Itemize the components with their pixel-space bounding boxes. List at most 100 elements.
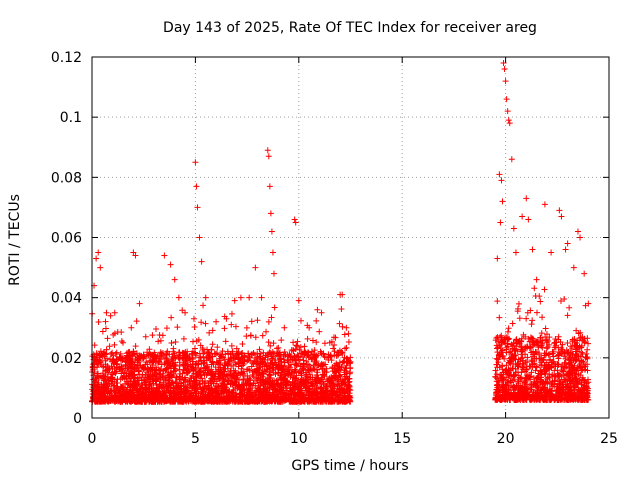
roti-point: [170, 365, 177, 372]
roti-point: [110, 352, 117, 359]
roti-point: [239, 340, 246, 347]
roti-point: [195, 393, 202, 400]
roti-point: [558, 298, 564, 305]
roti-point: [168, 314, 175, 321]
roti-point: [103, 385, 110, 392]
roti-point: [174, 382, 181, 389]
roti-point: [253, 368, 260, 375]
roti-point: [318, 374, 325, 381]
y-tick-label: 0.08: [51, 170, 82, 186]
roti-spike-point: [161, 252, 168, 259]
roti-point: [118, 398, 125, 405]
roti-point: [95, 318, 102, 325]
roti-point: [201, 371, 208, 378]
roti-point: [228, 321, 235, 328]
roti-point: [156, 356, 163, 363]
roti-point: [263, 328, 270, 335]
roti-point: [539, 314, 546, 321]
roti-point: [567, 350, 574, 357]
roti-point: [335, 351, 342, 358]
roti-point: [270, 340, 277, 347]
roti-point: [197, 342, 204, 349]
roti-point: [528, 321, 535, 328]
roti-point: [174, 390, 181, 397]
roti-point: [125, 394, 132, 401]
roti-point: [158, 361, 165, 368]
roti-point: [346, 359, 353, 366]
roti-point: [584, 346, 591, 353]
roti-point: [537, 386, 544, 393]
roti-point: [200, 302, 207, 309]
roti-point: [493, 395, 500, 402]
roti-point: [220, 387, 227, 394]
roti-point: [124, 391, 131, 398]
roti-point: [224, 377, 231, 384]
roti-point: [579, 374, 586, 381]
roti-point: [94, 354, 101, 361]
roti-point: [497, 333, 504, 340]
roti-point: [131, 378, 138, 385]
roti-point: [233, 376, 240, 383]
roti-point: [509, 342, 516, 349]
roti-point: [243, 395, 250, 402]
roti-point: [494, 356, 501, 363]
roti-point: [146, 381, 153, 388]
roti-point: [347, 364, 354, 371]
roti-point: [117, 376, 124, 383]
roti-point: [159, 370, 166, 377]
roti-point: [558, 363, 565, 370]
roti-spike-point: [291, 216, 298, 223]
roti-point: [528, 369, 535, 376]
roti-point: [250, 396, 257, 403]
roti-point: [339, 323, 346, 330]
roti-point: [274, 376, 281, 383]
roti-spike-point: [266, 183, 273, 190]
roti-point: [556, 384, 563, 391]
roti-point: [516, 315, 523, 322]
roti-spike-point: [265, 153, 272, 160]
roti-point: [89, 363, 96, 370]
y-tick-label: 0.12: [51, 50, 82, 66]
roti-point: [167, 384, 174, 391]
roti-point: [143, 388, 150, 395]
roti-point: [232, 395, 239, 402]
roti-spike-point: [326, 339, 333, 346]
roti-point: [345, 383, 352, 390]
roti-spike-point: [142, 333, 149, 340]
roti-point: [347, 387, 354, 394]
roti-spike-point: [193, 183, 200, 190]
roti-point: [269, 364, 276, 371]
roti-spike-point: [194, 204, 201, 211]
roti-spike-point: [496, 171, 503, 178]
roti-point: [131, 364, 138, 371]
roti-point: [191, 398, 198, 405]
roti-point: [233, 345, 240, 352]
roti-point: [518, 369, 525, 376]
roti-point: [192, 385, 199, 392]
roti-point: [543, 339, 550, 346]
roti-point: [281, 348, 288, 355]
roti-point: [116, 366, 123, 373]
roti-spike-point: [558, 213, 565, 220]
roti-point: [323, 369, 330, 376]
roti-point: [277, 381, 284, 388]
roti-point: [139, 364, 146, 371]
roti-point: [506, 335, 513, 342]
roti-point: [243, 324, 250, 331]
roti-point: [551, 372, 558, 379]
x-tick-label: 0: [88, 431, 97, 447]
roti-point: [577, 396, 584, 403]
roti-point: [331, 348, 338, 355]
roti-point: [114, 328, 121, 335]
roti-point: [182, 351, 189, 358]
roti-point: [537, 368, 544, 375]
roti-point: [578, 349, 585, 356]
roti-point: [566, 304, 573, 311]
roti-point: [110, 360, 117, 367]
roti-point: [179, 370, 186, 377]
roti-point: [554, 380, 561, 387]
roti-point: [342, 345, 349, 352]
roti-point: [297, 356, 304, 363]
roti-point: [309, 337, 316, 344]
roti-point: [520, 388, 527, 395]
